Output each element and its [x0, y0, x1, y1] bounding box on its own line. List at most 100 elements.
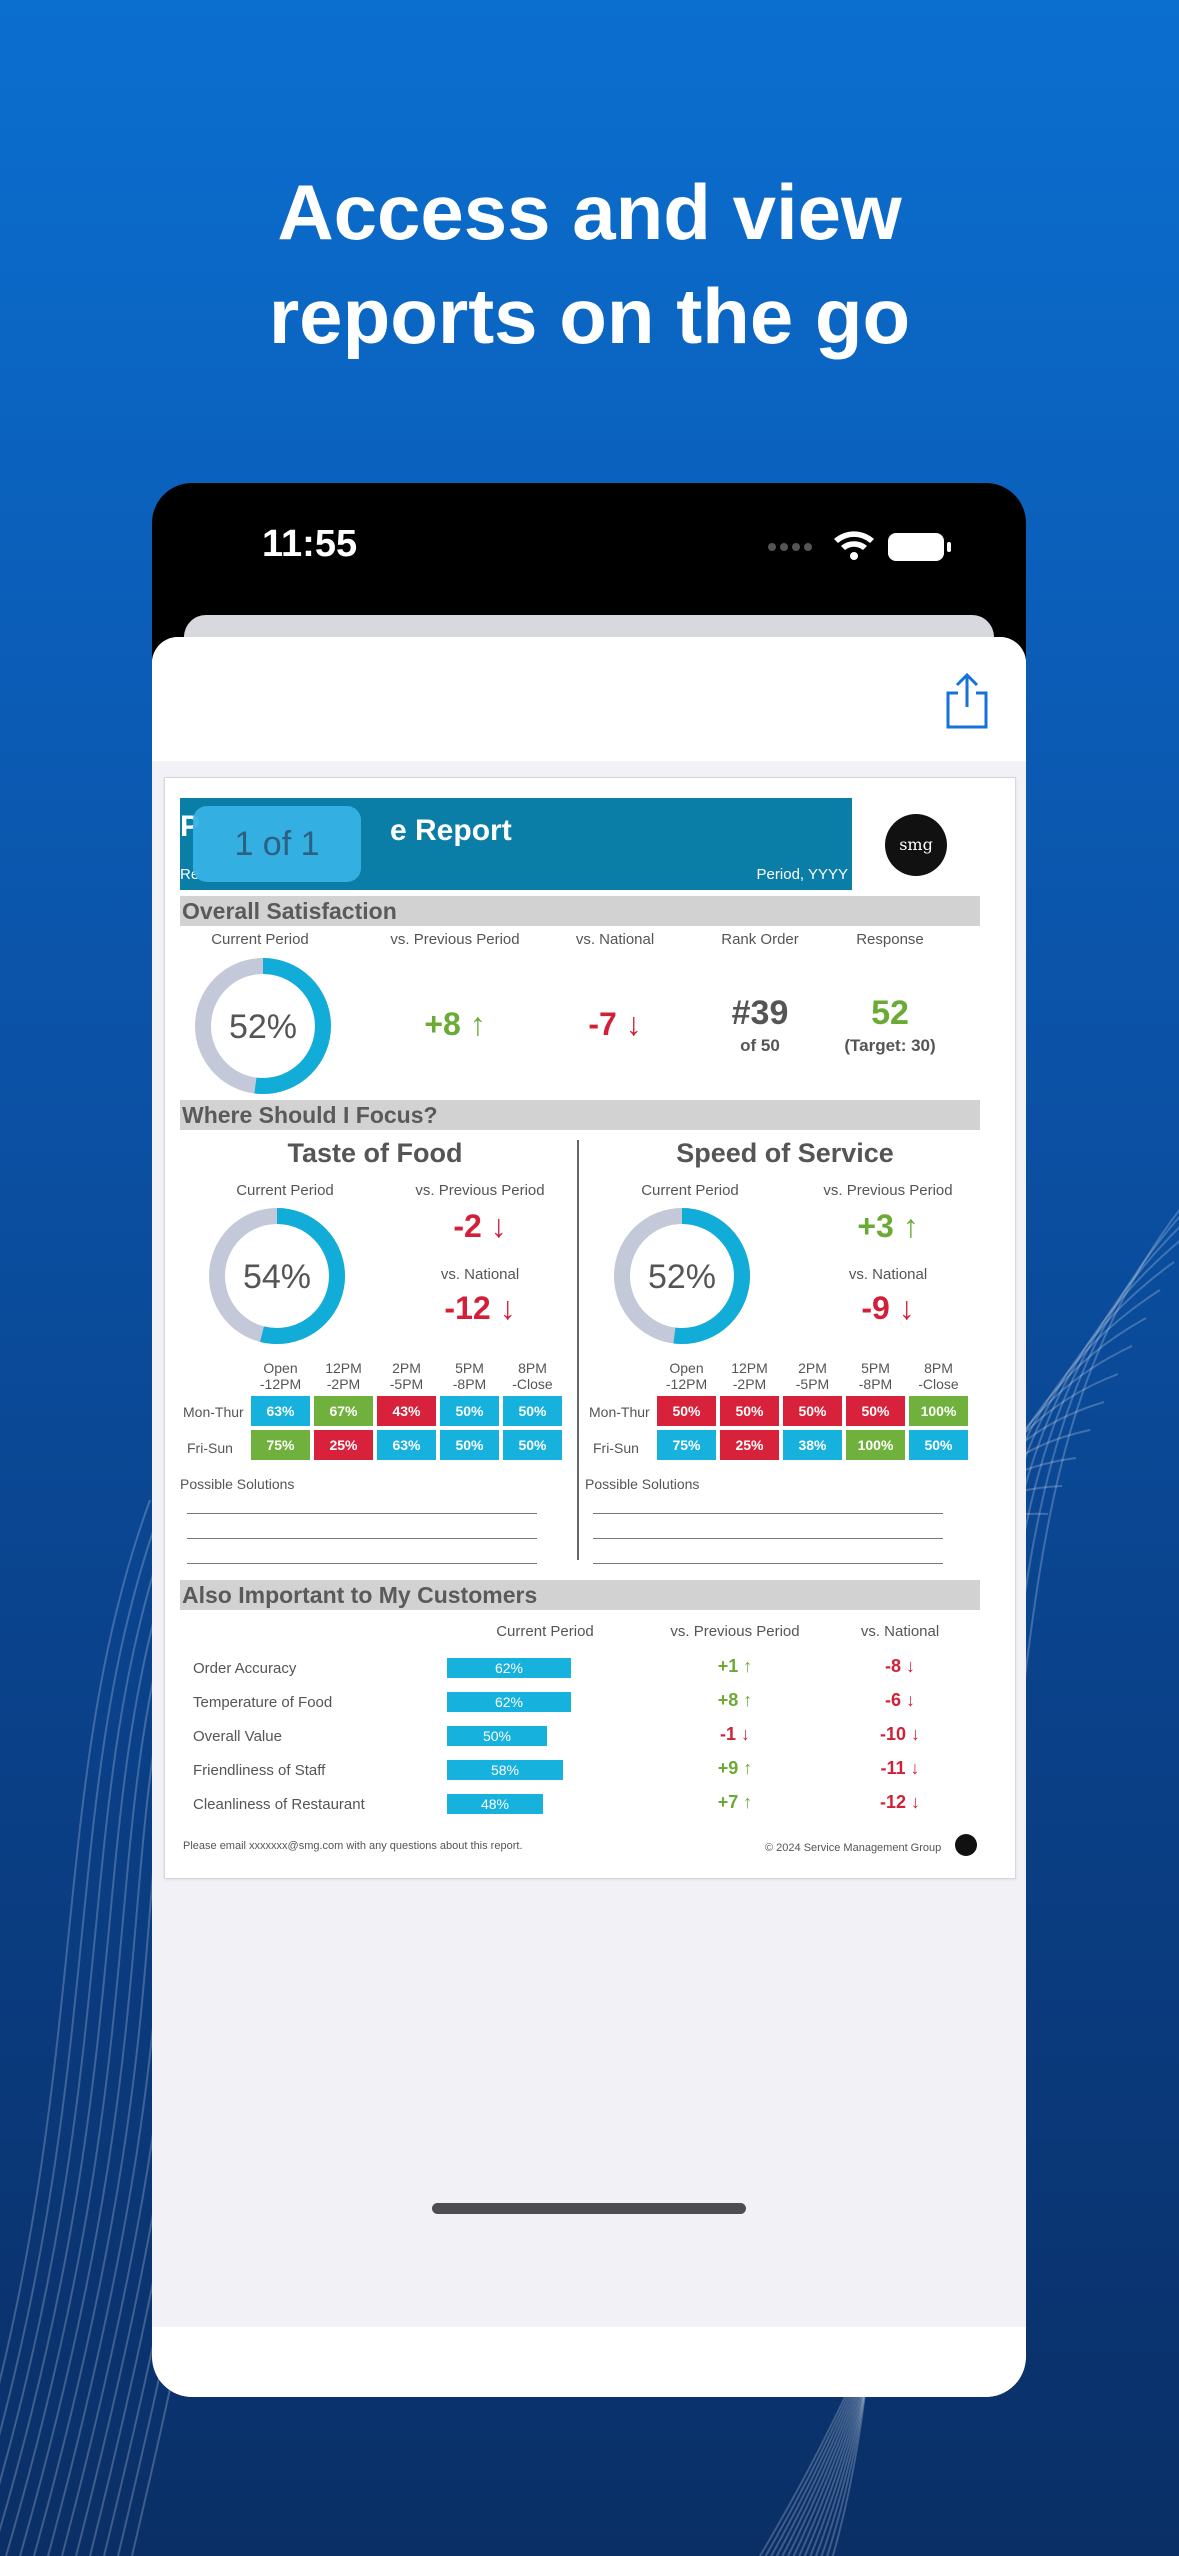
focus-left-solutions-label: Possible Solutions	[180, 1476, 295, 1492]
battery-icon	[888, 533, 951, 561]
time-slot-label: 12PM -2PM	[731, 1360, 768, 1392]
focus-left-nat-label: vs. National	[440, 1266, 520, 1283]
heatmap-cell: 50%	[503, 1396, 562, 1426]
also-col-current: Current Period	[496, 1623, 594, 1640]
time-slot-label: 8PM -Close	[918, 1360, 959, 1392]
wifi-icon	[834, 531, 874, 560]
time-slot-label: 2PM -5PM	[389, 1360, 424, 1392]
focus-left-time-slots: Open -12PM 12PM -2PM 2PM -5PM 5PM -8PM 8PM -Close	[251, 1360, 562, 1392]
focus-left-donut: 54%	[209, 1208, 345, 1344]
navigation-bar	[152, 637, 1026, 761]
arrow-down-icon: ↓	[625, 1006, 642, 1042]
heatmap-cell: 100%	[846, 1430, 905, 1460]
smg-mini-logo	[955, 1834, 977, 1856]
status-time: 11:55	[262, 523, 358, 565]
focus-right-donut: 52%	[614, 1208, 750, 1344]
heatmap-cell: 50%	[909, 1430, 968, 1460]
also-item-bar: 62%	[447, 1692, 571, 1712]
arrow-down-icon: ↓	[898, 1290, 915, 1326]
arrow-up-icon: ↑	[469, 1006, 486, 1042]
time-slot-label: 12PM -2PM	[325, 1360, 362, 1392]
report-page[interactable]: P e Report Re Period, YYYY 1 of 1 smg Ov…	[164, 777, 1016, 1879]
also-item-vs-national: -6 ↓	[884, 1690, 915, 1710]
report-footer-copyright: © 2024 Service Management Group	[765, 1842, 942, 1854]
arrow-up-icon: ↑	[902, 1208, 919, 1244]
also-item-vs-national: -11 ↓	[880, 1758, 920, 1778]
focus-left-row-label: Fri-Sun	[187, 1440, 233, 1456]
also-item-label: Cleanliness of Restaurant	[193, 1796, 365, 1813]
bottom-toolbar	[152, 2327, 1026, 2397]
focus-left-donut-label: 54%	[243, 1258, 311, 1296]
also-col-prev: vs. Previous Period	[670, 1623, 800, 1640]
focus-left-title: Taste of Food	[287, 1138, 463, 1168]
also-item-vs-prev: -1 ↓	[719, 1724, 750, 1744]
heatmap-cell: 63%	[251, 1396, 310, 1426]
home-indicator[interactable]	[432, 2203, 746, 2214]
also-item-label: Friendliness of Staff	[193, 1762, 326, 1779]
overall-col-rank: Rank Order	[721, 931, 799, 948]
solution-line	[187, 1538, 537, 1539]
also-item-bar: 58%	[447, 1760, 563, 1780]
overall-col-response: Response	[856, 931, 924, 948]
heatmap-cell: 67%	[314, 1396, 373, 1426]
also-item-label: Order Accuracy	[193, 1660, 297, 1677]
heatmap-cell: 50%	[846, 1396, 905, 1426]
also-item-vs-prev: +1 ↑	[717, 1656, 753, 1676]
solution-line	[187, 1563, 537, 1564]
viewer-screen: P e Report Re Period, YYYY 1 of 1 smg Ov…	[152, 637, 1026, 2397]
also-important-heading: Also Important to My Customers	[180, 1580, 980, 1610]
also-col-national: vs. National	[860, 1623, 940, 1640]
focus-left-current-label: Current Period	[236, 1182, 334, 1199]
focus-right-heatmap: 50% 50% 50% 50% 100% 75% 25% 38% 100% 50%	[657, 1396, 968, 1460]
focus-right-nat-label: vs. National	[848, 1266, 928, 1283]
also-item-label: Temperature of Food	[193, 1694, 333, 1711]
time-slot-label: Open -12PM	[259, 1360, 302, 1392]
time-slot-label: 5PM -8PM	[858, 1360, 893, 1392]
focus-divider	[577, 1140, 579, 1560]
focus-right-prev-label: vs. Previous Period	[823, 1182, 953, 1199]
also-item-bar: 48%	[447, 1794, 543, 1814]
heatmap-cell: 100%	[909, 1396, 968, 1426]
focus-left-heatmap: 63% 67% 43% 50% 50% 75% 25% 63% 50% 50%	[251, 1396, 562, 1460]
overall-response: 52	[871, 994, 909, 1032]
focus-right-donut-label: 52%	[648, 1258, 716, 1296]
also-item-vs-prev: +8 ↑	[717, 1690, 753, 1710]
status-icons	[766, 525, 966, 570]
also-item-bar: 62%	[447, 1658, 571, 1678]
solution-line	[593, 1563, 943, 1564]
focus-right-time-slots: Open -12PM 12PM -2PM 2PM -5PM 5PM -8PM 8PM -Close	[657, 1360, 968, 1392]
share-icon	[946, 672, 988, 729]
focus-right-row-label: Fri-Sun	[593, 1440, 639, 1456]
heatmap-cell: 25%	[314, 1430, 373, 1460]
headline-line-1: Access and view	[277, 168, 902, 256]
focus-right-solutions-label: Possible Solutions	[585, 1476, 700, 1492]
focus-left-row-label: Mon-Thur	[183, 1404, 244, 1420]
overall-donut-label: 52%	[229, 1008, 297, 1046]
share-button[interactable]	[942, 671, 992, 731]
solution-line	[187, 1513, 537, 1514]
overall-vs-prev: +8 ↑	[424, 1006, 486, 1042]
time-slot-label: 5PM -8PM	[452, 1360, 487, 1392]
also-item-label: Overall Value	[193, 1728, 282, 1745]
heatmap-cell: 50%	[783, 1396, 842, 1426]
focus-left-prev-label: vs. Previous Period	[415, 1182, 545, 1199]
signal-dots-icon	[768, 543, 812, 551]
focus-right-vs-national: -9 ↓	[861, 1290, 915, 1326]
heatmap-cell: 63%	[377, 1430, 436, 1460]
heatmap-cell: 50%	[657, 1396, 716, 1426]
overall-donut: 52%	[195, 958, 331, 1094]
also-item-vs-national: -10 ↓	[879, 1724, 921, 1744]
focus-right-vs-prev: +3 ↑	[857, 1208, 919, 1244]
heatmap-cell: 50%	[720, 1396, 779, 1426]
time-slot-label: 2PM -5PM	[795, 1360, 830, 1392]
focus-left-vs-national: -12 ↓	[444, 1290, 516, 1326]
time-slot-label: 8PM -Close	[512, 1360, 553, 1392]
heatmap-cell: 43%	[377, 1396, 436, 1426]
headline: Access and view reports on the go	[0, 160, 1179, 368]
also-item-vs-national: -12 ↓	[879, 1792, 921, 1812]
heatmap-cell: 75%	[657, 1430, 716, 1460]
report-footer-email: Please email xxxxxxx@smg.com with any qu…	[183, 1840, 523, 1852]
solution-line	[593, 1513, 943, 1514]
focus-right-current-label: Current Period	[641, 1182, 739, 1199]
report-period: Period, YYYY	[756, 866, 848, 883]
